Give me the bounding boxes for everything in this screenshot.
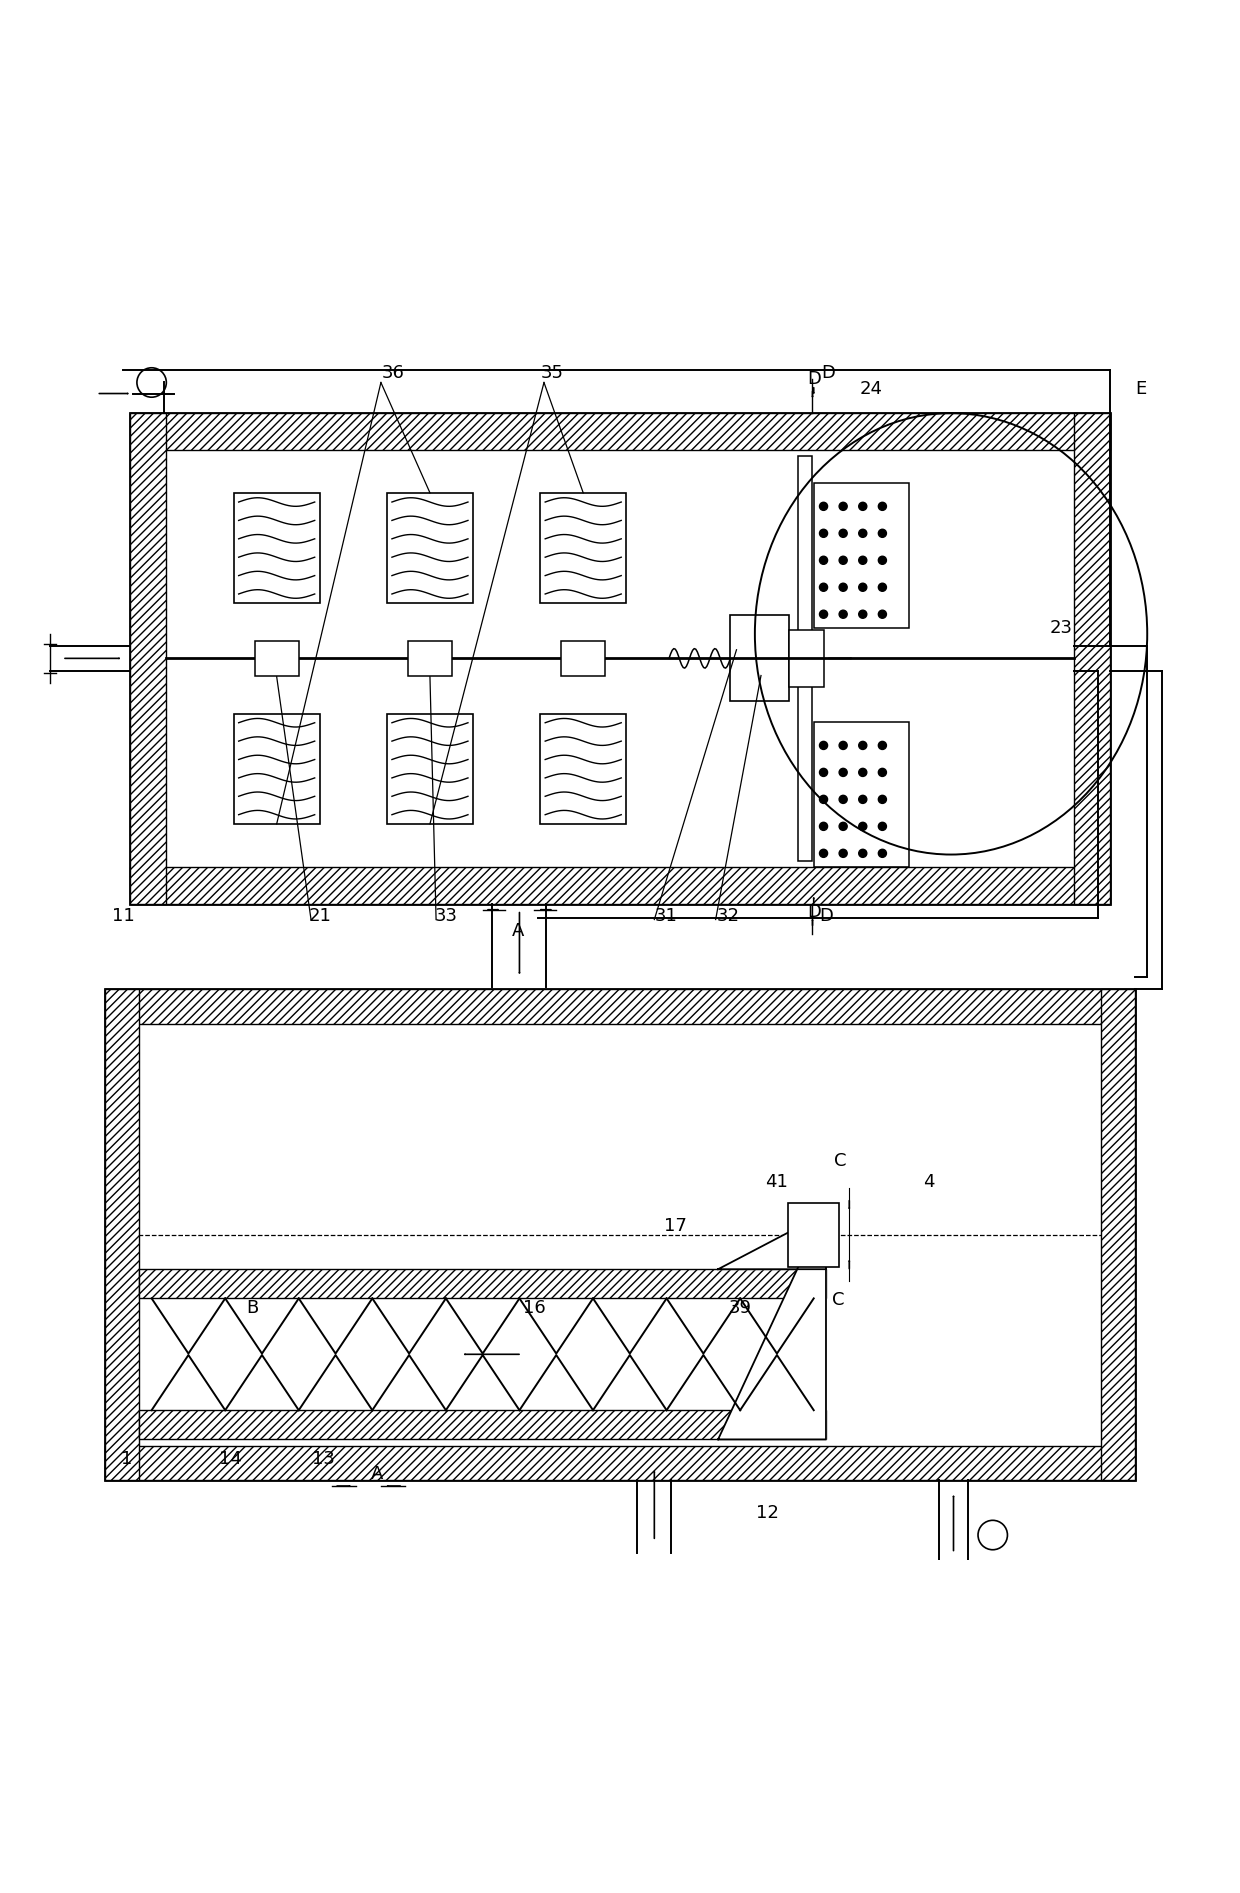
Circle shape <box>839 822 847 831</box>
Bar <box>787 1202 839 1266</box>
Bar <box>105 1446 1135 1480</box>
Bar <box>139 1410 826 1439</box>
Circle shape <box>839 610 847 619</box>
Circle shape <box>859 822 867 831</box>
Text: 13: 13 <box>311 1450 335 1467</box>
Bar <box>234 714 320 823</box>
Text: 33: 33 <box>434 907 458 926</box>
Bar <box>797 456 812 861</box>
Circle shape <box>859 795 867 803</box>
Circle shape <box>839 850 847 858</box>
Circle shape <box>878 557 887 564</box>
Circle shape <box>820 822 827 831</box>
Bar <box>105 990 1135 1024</box>
Circle shape <box>820 769 827 776</box>
Text: 21: 21 <box>309 907 331 926</box>
Circle shape <box>878 610 887 619</box>
Text: D: D <box>807 903 821 922</box>
Bar <box>139 1268 826 1299</box>
Bar <box>139 1024 1101 1446</box>
Circle shape <box>839 769 847 776</box>
Text: C: C <box>835 1153 847 1170</box>
Text: 12: 12 <box>755 1503 779 1522</box>
Text: 35: 35 <box>541 363 564 382</box>
Circle shape <box>820 502 827 511</box>
Bar <box>1074 413 1111 903</box>
Bar <box>408 642 453 676</box>
Circle shape <box>859 502 867 511</box>
Circle shape <box>839 530 847 538</box>
Text: 36: 36 <box>382 363 404 382</box>
Bar <box>541 492 626 604</box>
Text: D: D <box>807 369 821 388</box>
Text: 11: 11 <box>112 907 135 926</box>
Bar <box>129 413 166 903</box>
Text: B: B <box>246 1299 258 1318</box>
Circle shape <box>878 742 887 750</box>
Text: A: A <box>371 1465 383 1482</box>
Text: 1: 1 <box>122 1450 133 1467</box>
Bar <box>129 413 1111 903</box>
Bar <box>254 642 299 676</box>
Circle shape <box>859 610 867 619</box>
Text: D: D <box>820 907 833 926</box>
Text: 16: 16 <box>523 1299 546 1318</box>
Circle shape <box>878 850 887 858</box>
Text: 24: 24 <box>859 380 883 398</box>
Bar <box>129 867 1111 903</box>
Circle shape <box>859 850 867 858</box>
Polygon shape <box>718 1223 826 1268</box>
Bar <box>789 630 823 687</box>
Text: 39: 39 <box>729 1299 751 1318</box>
Circle shape <box>878 795 887 803</box>
Text: 31: 31 <box>655 907 678 926</box>
Bar <box>562 642 605 676</box>
Circle shape <box>820 742 827 750</box>
Circle shape <box>878 769 887 776</box>
Circle shape <box>820 610 827 619</box>
Bar <box>541 714 626 823</box>
Text: 4: 4 <box>924 1174 935 1191</box>
Polygon shape <box>718 1247 826 1439</box>
Text: D: D <box>822 363 836 382</box>
Circle shape <box>820 583 827 591</box>
Circle shape <box>859 530 867 538</box>
Bar <box>129 413 1111 451</box>
Bar <box>105 990 1135 1480</box>
Bar <box>813 483 909 628</box>
Circle shape <box>878 502 887 511</box>
Circle shape <box>878 822 887 831</box>
Bar <box>730 615 789 700</box>
Circle shape <box>839 795 847 803</box>
Text: 14: 14 <box>218 1450 242 1467</box>
Circle shape <box>820 795 827 803</box>
Text: A: A <box>512 922 525 939</box>
Text: 41: 41 <box>765 1174 789 1191</box>
Circle shape <box>839 742 847 750</box>
Circle shape <box>859 742 867 750</box>
Circle shape <box>839 502 847 511</box>
Circle shape <box>878 583 887 591</box>
Bar <box>166 451 1074 867</box>
Bar <box>105 990 139 1480</box>
Circle shape <box>859 583 867 591</box>
Bar <box>813 721 909 867</box>
Circle shape <box>820 530 827 538</box>
Bar <box>387 492 472 604</box>
Bar <box>1101 990 1135 1480</box>
Circle shape <box>820 850 827 858</box>
Circle shape <box>859 557 867 564</box>
Bar <box>387 714 472 823</box>
Circle shape <box>839 583 847 591</box>
Text: 32: 32 <box>717 907 739 926</box>
Text: 23: 23 <box>1050 619 1073 636</box>
Text: C: C <box>832 1291 844 1308</box>
Text: 17: 17 <box>663 1217 687 1234</box>
Text: E: E <box>1136 380 1147 398</box>
Bar <box>234 492 320 604</box>
Circle shape <box>839 557 847 564</box>
Circle shape <box>878 530 887 538</box>
Circle shape <box>859 769 867 776</box>
Circle shape <box>820 557 827 564</box>
